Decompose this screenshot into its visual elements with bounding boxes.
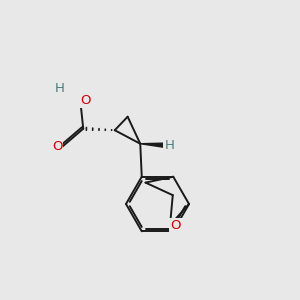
Text: O: O xyxy=(80,94,91,107)
Text: H: H xyxy=(164,139,174,152)
Polygon shape xyxy=(140,143,164,147)
Text: O: O xyxy=(52,140,62,153)
Text: O: O xyxy=(170,219,181,232)
Text: H: H xyxy=(55,82,65,95)
